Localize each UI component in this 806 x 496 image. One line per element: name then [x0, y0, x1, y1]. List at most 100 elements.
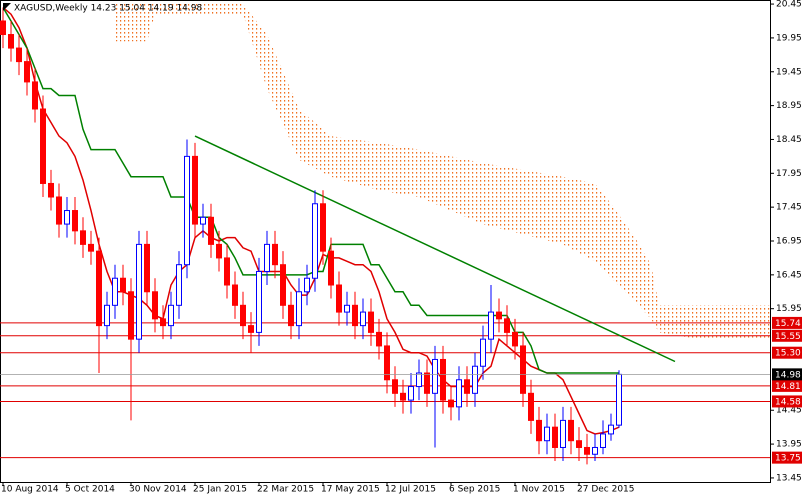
candle-body — [16, 47, 22, 63]
level-label-box — [772, 329, 802, 342]
level-label: 14.58 — [775, 397, 801, 407]
candle-body — [416, 372, 422, 388]
candle-body — [104, 304, 110, 327]
candle-body — [456, 379, 462, 408]
y-tick-label: 18.95 — [776, 101, 802, 111]
candle-body — [112, 277, 118, 306]
y-tick-label: 16.95 — [776, 237, 802, 247]
candle-body — [240, 304, 246, 327]
candle-body — [80, 230, 86, 245]
candle-body — [176, 264, 182, 306]
candle-body — [192, 155, 198, 225]
candle-body — [600, 433, 606, 448]
candle-body — [40, 108, 46, 184]
candle-body — [424, 372, 430, 394]
candle-body — [24, 61, 30, 83]
candle-body — [248, 325, 254, 333]
candle-body — [128, 291, 134, 340]
candle-body — [328, 250, 334, 286]
level-label: 13.75 — [775, 454, 801, 464]
x-tick-label: 25 Jan 2015 — [193, 485, 247, 495]
candle-body — [224, 257, 230, 286]
candle-body — [208, 216, 214, 245]
price-label-box — [772, 368, 802, 381]
candle-body — [440, 358, 446, 401]
candle-body — [56, 196, 62, 225]
candle-body — [160, 318, 166, 327]
candle-body — [448, 399, 454, 408]
level-label: 15.55 — [775, 332, 801, 342]
y-tick-label: 19.95 — [776, 33, 802, 43]
y-tick-label: 17.95 — [776, 169, 802, 179]
candle-body — [336, 284, 342, 313]
candle-body — [264, 243, 270, 272]
candle-body — [216, 243, 222, 259]
candle-body — [400, 392, 406, 401]
candle-body — [312, 203, 318, 279]
candle-body — [288, 304, 294, 327]
candle-body — [256, 270, 262, 333]
level-label-box — [772, 395, 802, 408]
candle-body — [464, 379, 470, 394]
candle-body — [616, 373, 622, 426]
candle-body — [552, 426, 558, 448]
candle-body — [32, 81, 38, 110]
trendline — [194, 135, 676, 363]
candle-body — [568, 419, 574, 442]
candle-body — [72, 210, 78, 232]
candle-body — [528, 392, 534, 421]
candle-body — [168, 304, 174, 327]
x-tick-label: 5 Oct 2014 — [65, 485, 115, 495]
candle-body — [592, 446, 598, 455]
candle-body — [496, 311, 502, 320]
candle-body — [560, 419, 566, 448]
candle-body — [88, 243, 94, 252]
x-tick-label: 27 Dec 2015 — [577, 485, 635, 495]
price-label: 14.98 — [775, 370, 801, 380]
candle-body — [376, 331, 382, 347]
candle-body — [304, 277, 310, 293]
candle-body — [544, 426, 550, 442]
ichimoku-cloud — [115, 4, 770, 340]
candle-body — [432, 358, 438, 394]
candle-body — [120, 277, 126, 293]
candle-body — [576, 440, 582, 448]
candle-body — [344, 304, 350, 313]
candle-body — [48, 182, 54, 198]
x-tick-label: 6 Sep 2015 — [449, 485, 500, 495]
y-tick-label: 19.45 — [776, 67, 802, 77]
indicator-line — [2, 6, 620, 435]
candle-body — [512, 331, 518, 347]
y-tick-label: 18.45 — [776, 135, 802, 145]
corner-icon — [3, 3, 11, 11]
candle-body — [472, 365, 478, 394]
candle-body — [200, 216, 206, 225]
candle-body — [296, 291, 302, 327]
candle-body — [232, 284, 238, 306]
level-label-box — [772, 379, 802, 392]
y-tick-label: 17.45 — [776, 203, 802, 213]
x-tick-label: 10 Aug 2014 — [1, 485, 59, 495]
candle-body — [352, 304, 358, 327]
level-label-box — [772, 451, 802, 464]
candle-body — [536, 419, 542, 442]
y-tick-label: 20.45 — [776, 0, 802, 10]
candle-body — [480, 338, 486, 367]
candle-body — [184, 155, 190, 266]
candle-body — [360, 311, 366, 327]
candle-body — [152, 291, 158, 320]
candle-body — [136, 243, 142, 340]
candle-body — [384, 345, 390, 381]
candle-body — [488, 311, 494, 340]
x-tick-label: 12 Jul 2015 — [385, 485, 436, 495]
candle-body — [392, 379, 398, 394]
candle-body — [520, 345, 526, 394]
candle-body — [584, 446, 590, 455]
candle-body — [408, 386, 414, 401]
candle-body — [8, 34, 14, 49]
x-tick-label: 22 Mar 2015 — [257, 485, 314, 495]
level-label: 15.74 — [775, 319, 801, 329]
x-tick-label: 17 May 2015 — [321, 485, 380, 495]
level-label: 14.81 — [775, 382, 801, 392]
